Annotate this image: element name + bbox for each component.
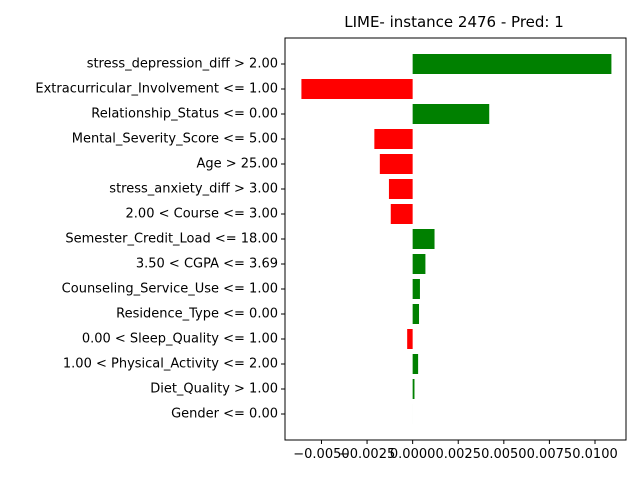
bar bbox=[412, 279, 420, 299]
y-tick-label: Relationship_Status <= 0.00 bbox=[91, 107, 278, 122]
bar bbox=[412, 104, 490, 124]
plot-frame bbox=[284, 37, 627, 441]
bar bbox=[412, 54, 612, 74]
y-tick-label: 0.00 < Sleep_Quality <= 1.00 bbox=[82, 332, 278, 347]
y-tick-label: stress_depression_diff > 2.00 bbox=[87, 57, 278, 72]
x-tick-label: 0.0075 bbox=[527, 447, 573, 462]
y-tick-label: 3.50 < CGPA <= 3.69 bbox=[136, 257, 278, 272]
bar bbox=[379, 154, 413, 174]
bars-group bbox=[301, 54, 612, 424]
bar bbox=[301, 79, 413, 99]
bar bbox=[407, 329, 413, 349]
y-tick-label: Semester_Credit_Load <= 18.00 bbox=[65, 232, 278, 247]
y-tick-label: 2.00 < Course <= 3.00 bbox=[126, 207, 278, 222]
x-tick-label: −0.0025 bbox=[339, 447, 395, 462]
y-tick-label: Residence_Type <= 0.00 bbox=[116, 307, 278, 322]
y-tick-label: stress_anxiety_diff > 3.00 bbox=[109, 182, 278, 197]
bar bbox=[412, 304, 420, 324]
bar bbox=[390, 204, 413, 224]
bar bbox=[388, 179, 413, 199]
y-tick-label: Counseling_Service_Use <= 1.00 bbox=[62, 282, 278, 297]
x-tick-label: −0.0050 bbox=[293, 447, 349, 462]
y-tick-label: Age > 25.00 bbox=[196, 157, 278, 172]
x-tick-label: 0.0000 bbox=[390, 447, 436, 462]
x-tick-label: 0.0050 bbox=[481, 447, 527, 462]
y-tick-label: Mental_Severity_Score <= 5.00 bbox=[72, 132, 278, 147]
y-tick-label: Gender <= 0.00 bbox=[171, 407, 278, 422]
y-tick-label: Extracurricular_Involvement <= 1.00 bbox=[35, 82, 278, 97]
x-tick-label: 0.0100 bbox=[572, 447, 618, 462]
bar bbox=[374, 129, 413, 149]
y-tick-label: Diet_Quality > 1.00 bbox=[150, 382, 278, 397]
bar bbox=[412, 354, 419, 374]
y-tick-group: stress_depression_diff > 2.00 Extracurric… bbox=[35, 57, 285, 422]
bar bbox=[412, 229, 435, 249]
chart-title: LIME- instance 2476 - Pred: 1 bbox=[344, 13, 564, 31]
x-tick-label: 0.0025 bbox=[435, 447, 481, 462]
bar bbox=[412, 379, 415, 399]
bar bbox=[412, 254, 426, 274]
y-tick-label: 1.00 < Physical_Activity <= 2.00 bbox=[63, 357, 278, 372]
